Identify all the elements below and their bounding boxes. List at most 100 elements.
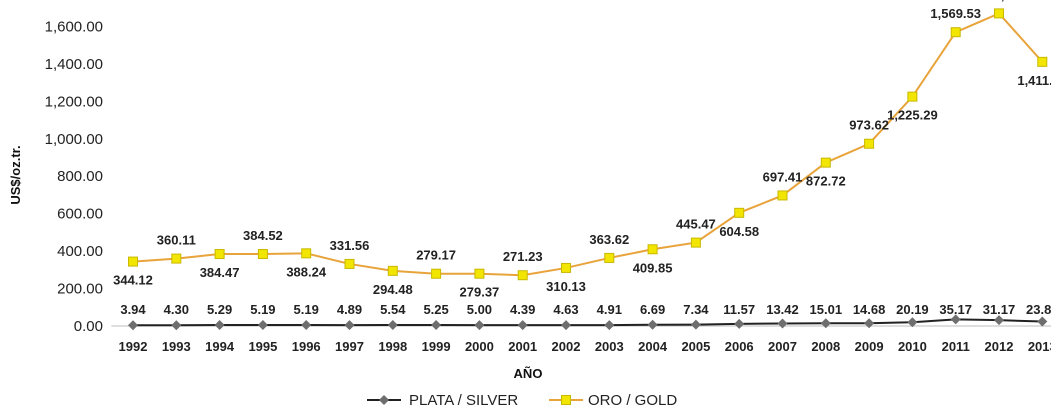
silver-data-label: 11.57 [723,302,755,317]
gold-point [950,27,961,38]
silver-data-label: 4.89 [337,302,362,317]
gold-point [431,268,442,279]
gold-data-label: 310.13 [546,279,586,294]
gold-data-label: 279.17 [416,248,456,263]
silver-data-label: 13.42 [766,302,799,317]
y-tick-label: 800.00 [57,168,103,185]
silver-data-label: 4.30 [164,302,189,317]
silver-data-label: 35.17 [939,302,972,317]
silver-point [820,318,831,329]
y-tick-label: 1,200.00 [45,93,103,110]
x-tick-label: 1997 [335,339,364,354]
silver-point [171,320,182,331]
x-tick-label: 1995 [248,339,277,354]
gold-point [864,138,875,149]
silver-data-label: 5.19 [250,302,275,317]
silver-point [301,320,312,331]
silver-data-label: 6.69 [640,302,665,317]
gold-point [690,237,701,248]
gold-data-label: 1,411.00 [1017,73,1051,88]
silver-data-label: 5.29 [207,302,232,317]
silver-data-label: 14.68 [853,302,886,317]
x-tick-label: 2005 [681,339,710,354]
x-tick-label: 2007 [768,339,797,354]
silver-point [387,319,398,330]
silver-point [734,318,745,329]
legend: PLATA / SILVER ORO / GOLD [367,392,677,409]
y-tick-label: 200.00 [57,281,103,298]
silver-point [474,320,485,331]
x-tick-label: 1996 [292,339,321,354]
gold-data-label: 1,569.53 [930,6,981,21]
y-tick-labels: 0.00 200.00 400.00 600.00 800.00 1,000.00 1,20… [45,18,103,335]
gold-point [777,190,788,201]
x-tick-label: 1994 [205,339,235,354]
silver-point [994,315,1004,326]
gold-point [1037,56,1048,67]
silver-data-label: 20.19 [896,302,929,317]
silver-data-label: 5.19 [294,302,319,317]
silver-series-line [132,318,1043,327]
silver-data-label: 23.86 [1026,302,1051,317]
gold-data-label: 973.62 [849,118,889,133]
gold-point [171,253,182,264]
gold-point [734,207,745,218]
y-axis-title: US$/oz.tr. [8,145,23,204]
x-tick-label: 1993 [162,339,191,354]
silver-data-label: 4.39 [510,302,535,317]
silver-point [128,320,138,331]
gold-point [820,157,831,168]
silver-point [517,320,528,331]
gold-point [647,244,658,255]
x-tick-label: 2009 [855,339,884,354]
gold-data-label: 388.24 [286,264,327,279]
y-tick-label: 1,600.00 [45,18,103,35]
gold-point [561,262,571,273]
gold-point [517,270,528,281]
x-tick-labels: 1992 1993 1994 1995 1996 1997 1998 1999 2000 2001… [119,339,1051,354]
silver-data-label: 5.54 [380,302,406,317]
x-tick-label: 2012 [985,339,1014,354]
gold-data-label: 409.85 [633,260,673,275]
silver-point [864,318,875,329]
x-tick-label: 2008 [811,339,840,354]
silver-data-label: 31.17 [983,302,1016,317]
x-tick-label: 2006 [725,339,754,354]
x-tick-label: 1998 [378,339,407,354]
silver-point [690,319,701,330]
gold-data-label: 604.58 [719,224,759,239]
gold-data-label: 445.47 [676,217,716,232]
gold-data-label: 331.56 [330,238,370,253]
silver-data-label: 15.01 [810,302,843,317]
legend-silver-label: PLATA / SILVER [409,392,518,409]
y-tick-label: 400.00 [57,243,103,260]
gold-data-label: 872.72 [806,174,846,189]
y-axis-title-group: US$/oz.tr. [8,145,23,204]
silver-point [431,320,442,331]
silver-point [344,320,355,331]
silver-data-label: 4.63 [553,302,578,317]
gold-point [994,8,1004,19]
x-tick-label: 2002 [552,339,581,354]
silver-point [777,318,788,329]
gold-point [128,256,138,267]
silver-point [950,314,961,325]
gold-data-label: 363.62 [589,232,629,247]
gold-data-label: 360.11 [157,233,196,248]
silver-point [647,319,658,330]
gold-data-label: 279.37 [460,285,500,300]
legend-silver-marker [379,395,389,405]
y-tick-label: 1,000.00 [45,131,103,148]
legend-gold-marker [561,395,571,405]
silver-point [1037,316,1048,327]
y-tick-label: 0.00 [74,318,103,335]
x-tick-label: 2004 [638,339,668,354]
gold-point [214,249,225,260]
legend-gold-label: ORO / GOLD [588,392,677,409]
gold-point [907,91,918,102]
x-tick-label: 1999 [422,339,451,354]
x-tick-label: 2003 [595,339,624,354]
silver-data-label: 7.34 [683,302,709,317]
silver-point [604,320,615,331]
